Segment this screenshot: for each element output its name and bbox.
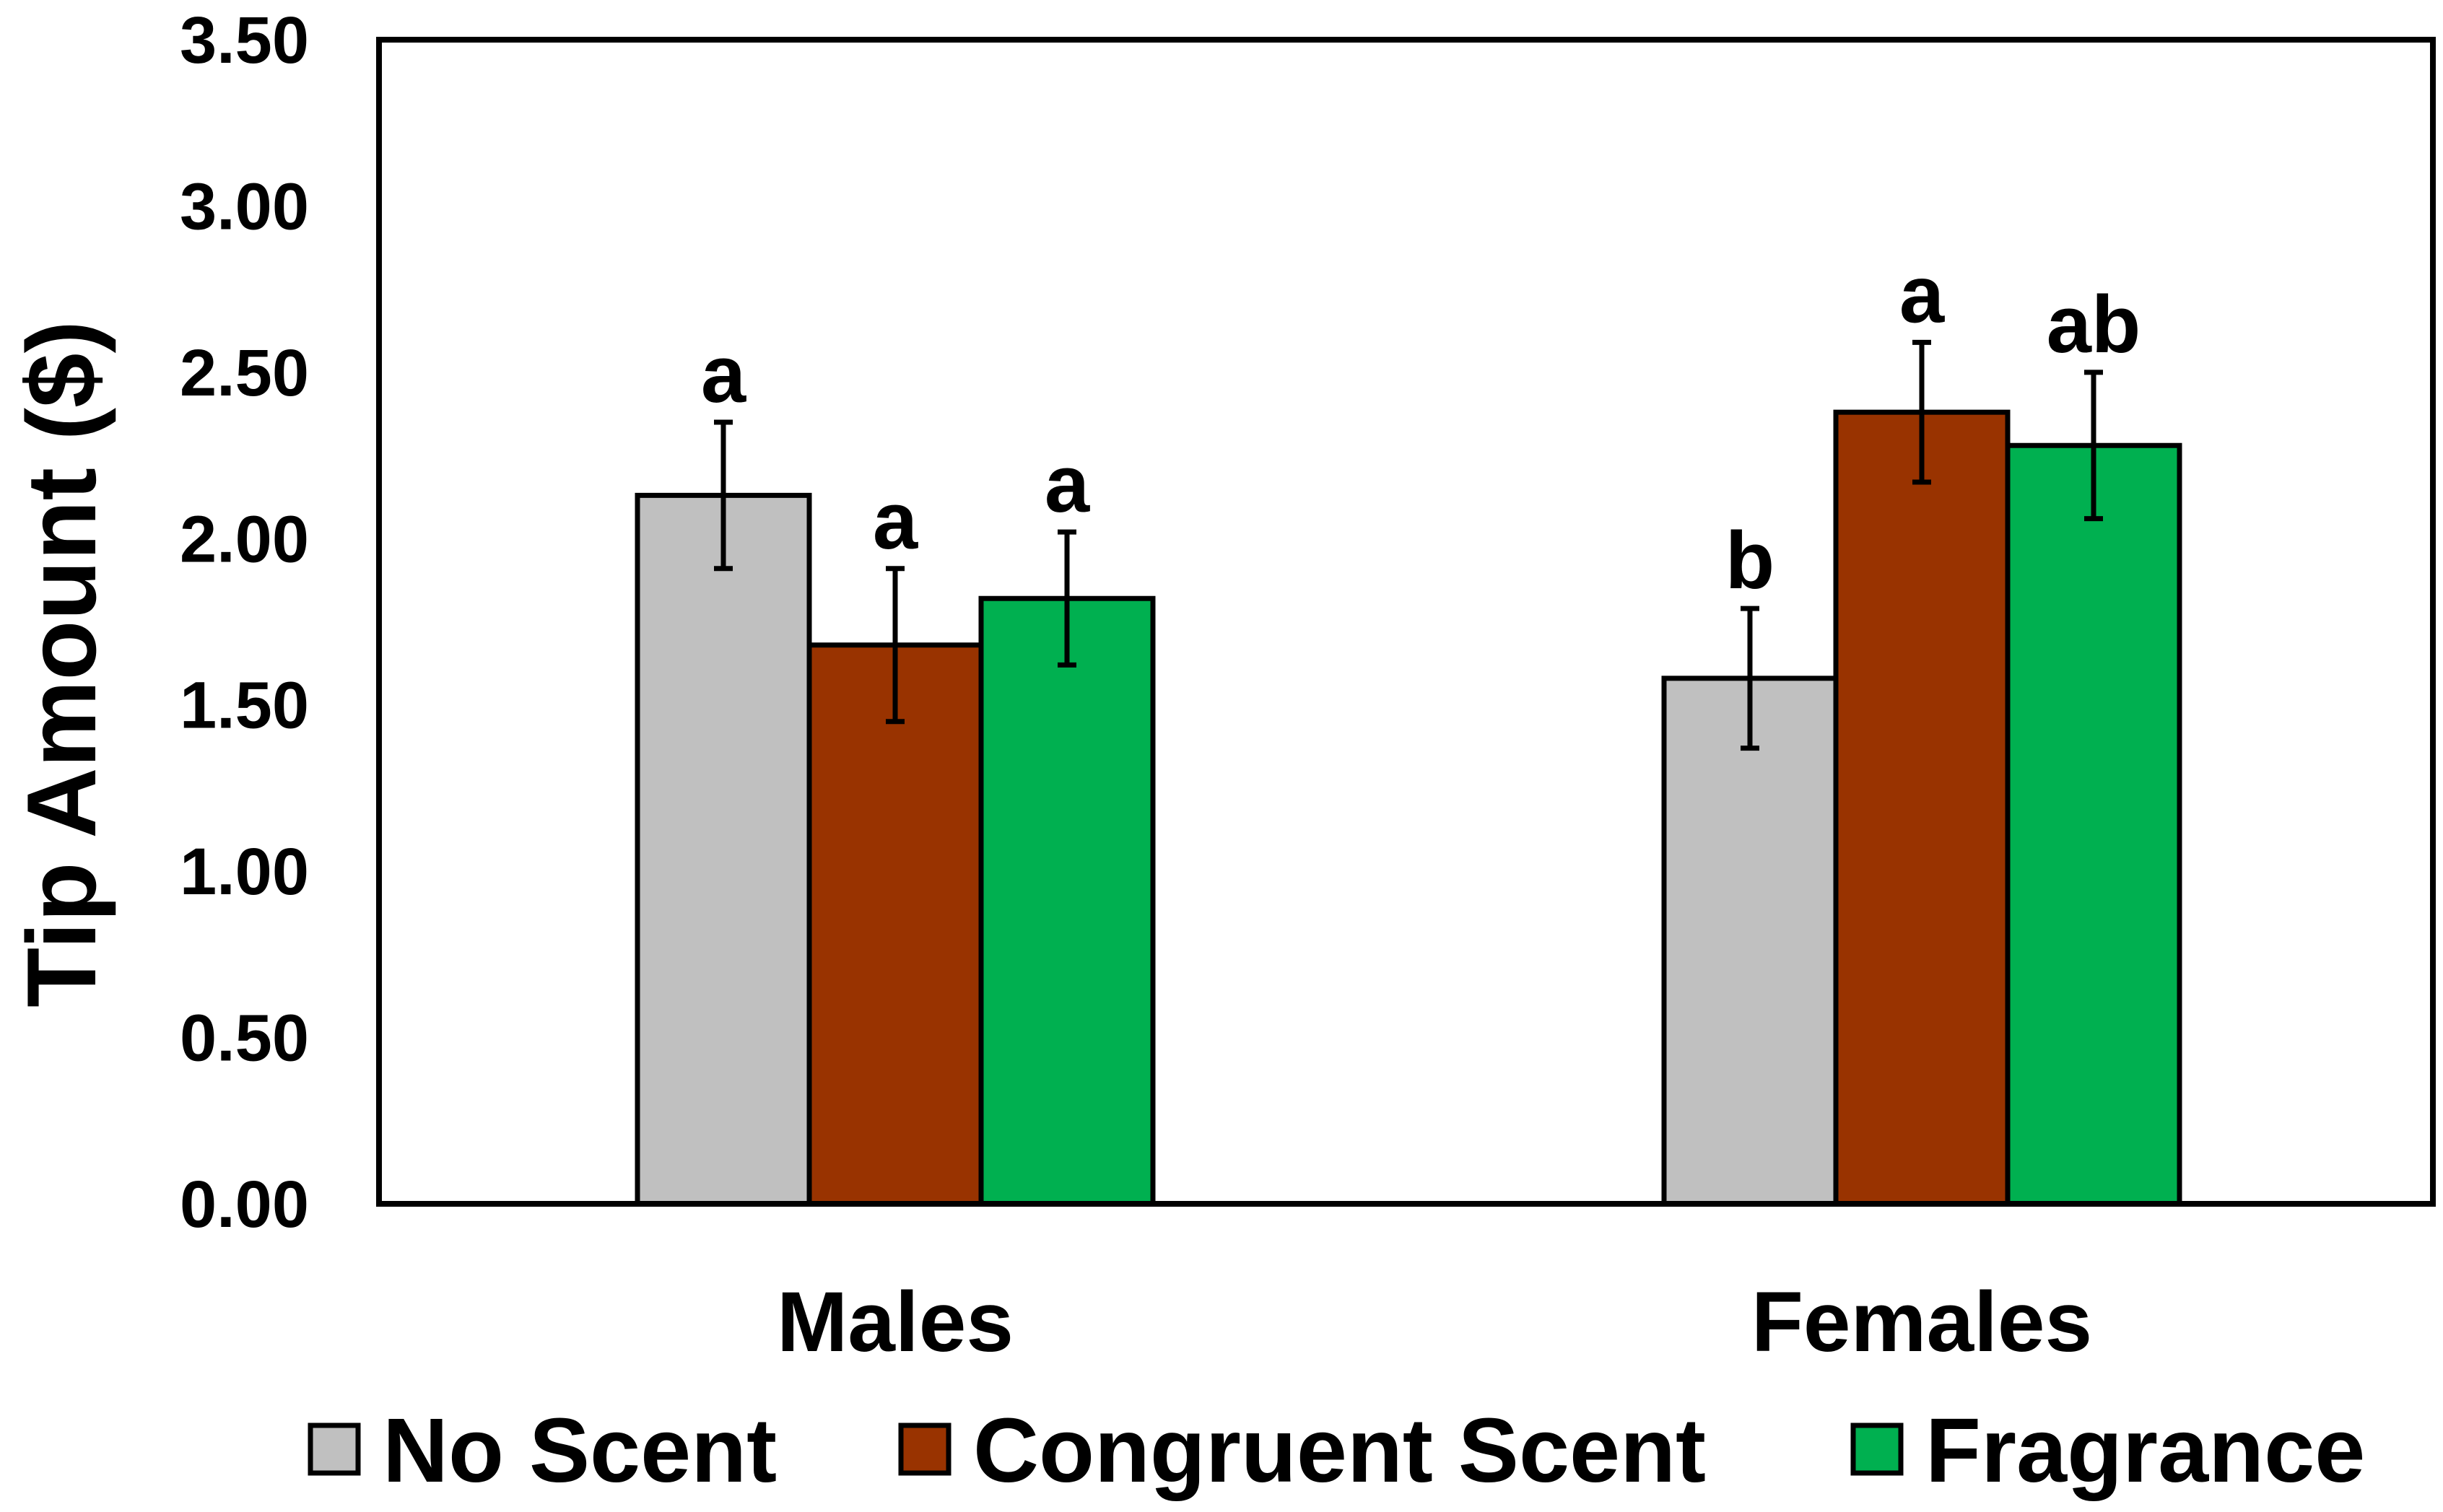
significance-label: ab	[2047, 279, 2141, 370]
y-tick-label: 3.00	[180, 170, 309, 243]
legend-label: Congruent Scent	[973, 1399, 1706, 1501]
y-tick-label: 1.00	[180, 835, 309, 909]
significance-label: a	[1045, 439, 1090, 529]
significance-label: b	[1725, 515, 1774, 606]
significance-label: a	[873, 476, 918, 566]
significance-label: a	[701, 329, 746, 419]
bar	[978, 595, 1156, 1207]
error-bars	[714, 339, 2103, 751]
y-axis-title: Tip Amount ($)	[6, 320, 116, 1008]
x-category-label: Males	[777, 1275, 1014, 1370]
y-tick-label: 2.00	[180, 502, 309, 576]
legend-label: Fragrance	[1925, 1399, 2365, 1501]
legend: No Scent Congruent Scent Fragrance	[308, 1399, 2365, 1501]
x-axis-category-labels: Males Females	[777, 1275, 2092, 1370]
significance-label: a	[1899, 249, 1945, 339]
legend-swatch	[308, 1423, 361, 1476]
legend-swatch	[1850, 1423, 1904, 1476]
y-tick-label: 2.50	[180, 336, 309, 410]
legend-label: No Scent	[383, 1399, 777, 1501]
bars	[635, 409, 2182, 1207]
bar	[806, 642, 984, 1207]
y-tick-label: 3.50	[180, 4, 309, 77]
y-tick-label: 0.00	[180, 1168, 309, 1241]
significance-labels: aa aba ab	[701, 249, 2141, 606]
y-axis-tick-labels: 0.00 0.50 1.00 1.50 2.00 2.50 3.00 3.50	[180, 4, 309, 1241]
y-tick-label: 1.50	[180, 669, 309, 743]
bar	[1833, 409, 2011, 1207]
bar	[2005, 442, 2182, 1207]
x-category-label: Females	[1751, 1275, 2092, 1370]
legend-swatch	[898, 1423, 951, 1476]
y-tick-label: 0.50	[180, 1002, 309, 1075]
bar	[1661, 676, 1839, 1207]
bar	[635, 492, 812, 1207]
